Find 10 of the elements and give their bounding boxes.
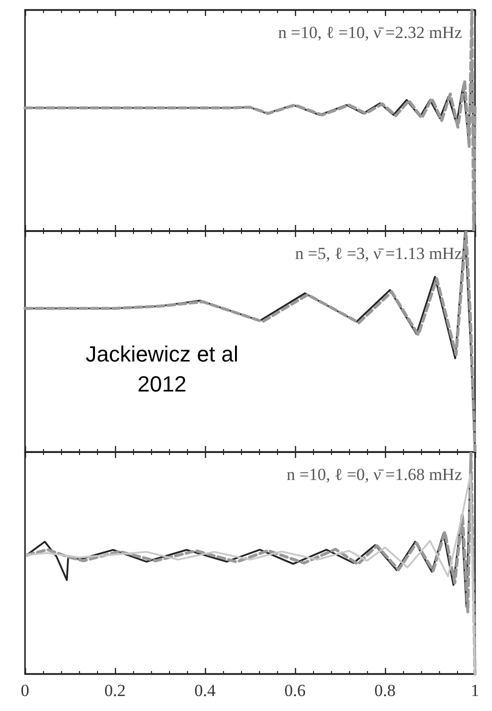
- x-tick-label: 0.8: [374, 681, 396, 700]
- annotation: n =10, ℓ =10, ν̄ =2.32 mHz: [278, 23, 462, 42]
- x-tick-label: 0.4: [194, 681, 216, 700]
- annotation: n =10, ℓ =0, ν̄ =1.68 mHz: [286, 465, 462, 484]
- x-tick-label: 0.2: [104, 681, 126, 700]
- x-tick-label: 0.6: [284, 681, 306, 700]
- x-tick-label: 1: [470, 681, 480, 700]
- x-tick-label: 0: [20, 681, 30, 700]
- annotation: n =5, ℓ =3, ν̄ =1.13 mHz: [295, 244, 462, 263]
- annotation: Jackiewicz et al 2012: [86, 342, 238, 396]
